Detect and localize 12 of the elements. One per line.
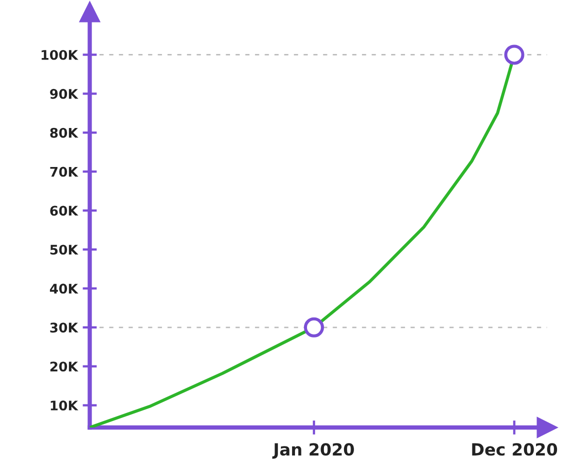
y-tick-label: 20K	[50, 362, 78, 372]
y-tick-label: 50K	[50, 244, 78, 255]
x-tick-label: Jan 2020	[272, 443, 354, 459]
y-tick-label: 80K	[50, 128, 78, 138]
y-tick-label: 40K	[50, 284, 78, 294]
y-tick-label: 60K	[50, 206, 78, 216]
y-tick-label: 30K	[50, 322, 78, 333]
y-tick-label: 90K	[50, 88, 78, 99]
y-tick-label: 10K	[50, 400, 78, 410]
y-tick-label: 100K	[42, 50, 78, 60]
x-tick-label: Dec 2020	[472, 443, 558, 456]
y-tick-label: 70K	[50, 166, 78, 177]
